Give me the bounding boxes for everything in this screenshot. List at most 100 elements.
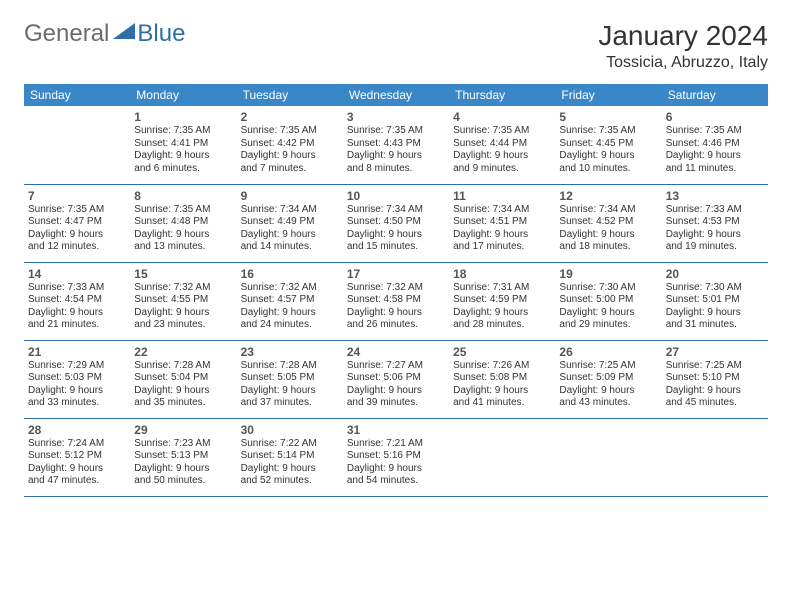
day-cell: 7Sunrise: 7:35 AMSunset: 4:47 PMDaylight… — [24, 184, 130, 262]
page-title: January 2024 — [598, 20, 768, 52]
day-number: 31 — [347, 421, 445, 438]
sunrise-line: Sunrise: 7:34 AM — [559, 204, 657, 217]
calendar-row: 14Sunrise: 7:33 AMSunset: 4:54 PMDayligh… — [24, 262, 768, 340]
day-number: 29 — [134, 421, 232, 438]
sunset-line: Sunset: 4:48 PM — [134, 216, 232, 229]
day-number: 7 — [28, 187, 126, 204]
sunrise-line: Sunrise: 7:30 AM — [666, 282, 764, 295]
sunset-line: Sunset: 4:45 PM — [559, 138, 657, 151]
day-cell: 20Sunrise: 7:30 AMSunset: 5:01 PMDayligh… — [662, 262, 768, 340]
sunset-line: Sunset: 5:13 PM — [134, 450, 232, 463]
empty-cell — [24, 106, 130, 184]
day-number: 16 — [241, 265, 339, 282]
day-cell: 1Sunrise: 7:35 AMSunset: 4:41 PMDaylight… — [130, 106, 236, 184]
sunset-line: Sunset: 5:10 PM — [666, 372, 764, 385]
calendar-head: SundayMondayTuesdayWednesdayThursdayFrid… — [24, 84, 768, 106]
daylight-line: and 41 minutes. — [453, 397, 551, 410]
daylight-line: Daylight: 9 hours — [28, 307, 126, 320]
day-header: Saturday — [662, 84, 768, 106]
day-number: 14 — [28, 265, 126, 282]
sunset-line: Sunset: 4:43 PM — [347, 138, 445, 151]
calendar-row: 7Sunrise: 7:35 AMSunset: 4:47 PMDaylight… — [24, 184, 768, 262]
daylight-line: and 31 minutes. — [666, 319, 764, 332]
day-cell: 11Sunrise: 7:34 AMSunset: 4:51 PMDayligh… — [449, 184, 555, 262]
daylight-line: Daylight: 9 hours — [453, 307, 551, 320]
day-cell: 17Sunrise: 7:32 AMSunset: 4:58 PMDayligh… — [343, 262, 449, 340]
daylight-line: and 8 minutes. — [347, 163, 445, 176]
sunrise-line: Sunrise: 7:32 AM — [134, 282, 232, 295]
daylight-line: Daylight: 9 hours — [347, 385, 445, 398]
daylight-line: Daylight: 9 hours — [134, 229, 232, 242]
daylight-line: and 45 minutes. — [666, 397, 764, 410]
daylight-line: and 17 minutes. — [453, 241, 551, 254]
daylight-line: Daylight: 9 hours — [28, 385, 126, 398]
sunset-line: Sunset: 4:52 PM — [559, 216, 657, 229]
daylight-line: and 39 minutes. — [347, 397, 445, 410]
sunset-line: Sunset: 4:46 PM — [666, 138, 764, 151]
calendar-row: 28Sunrise: 7:24 AMSunset: 5:12 PMDayligh… — [24, 418, 768, 496]
day-number: 19 — [559, 265, 657, 282]
sunrise-line: Sunrise: 7:21 AM — [347, 438, 445, 451]
sunrise-line: Sunrise: 7:35 AM — [134, 125, 232, 138]
daylight-line: and 12 minutes. — [28, 241, 126, 254]
sunset-line: Sunset: 5:01 PM — [666, 294, 764, 307]
day-cell: 18Sunrise: 7:31 AMSunset: 4:59 PMDayligh… — [449, 262, 555, 340]
sunrise-line: Sunrise: 7:27 AM — [347, 360, 445, 373]
daylight-line: Daylight: 9 hours — [453, 385, 551, 398]
daylight-line: and 21 minutes. — [28, 319, 126, 332]
sunset-line: Sunset: 4:41 PM — [134, 138, 232, 151]
day-header: Thursday — [449, 84, 555, 106]
day-cell: 10Sunrise: 7:34 AMSunset: 4:50 PMDayligh… — [343, 184, 449, 262]
day-number: 20 — [666, 265, 764, 282]
sunset-line: Sunset: 5:05 PM — [241, 372, 339, 385]
sunrise-line: Sunrise: 7:25 AM — [666, 360, 764, 373]
empty-cell — [449, 418, 555, 496]
sunset-line: Sunset: 4:51 PM — [453, 216, 551, 229]
daylight-line: and 13 minutes. — [134, 241, 232, 254]
day-cell: 16Sunrise: 7:32 AMSunset: 4:57 PMDayligh… — [237, 262, 343, 340]
sunrise-line: Sunrise: 7:35 AM — [347, 125, 445, 138]
daylight-line: Daylight: 9 hours — [347, 229, 445, 242]
daylight-line: Daylight: 9 hours — [666, 307, 764, 320]
day-number: 10 — [347, 187, 445, 204]
logo: General Blue — [24, 20, 185, 48]
day-cell: 5Sunrise: 7:35 AMSunset: 4:45 PMDaylight… — [555, 106, 661, 184]
calendar-row: 21Sunrise: 7:29 AMSunset: 5:03 PMDayligh… — [24, 340, 768, 418]
day-cell: 26Sunrise: 7:25 AMSunset: 5:09 PMDayligh… — [555, 340, 661, 418]
day-cell: 30Sunrise: 7:22 AMSunset: 5:14 PMDayligh… — [237, 418, 343, 496]
sunrise-line: Sunrise: 7:23 AM — [134, 438, 232, 451]
day-cell: 23Sunrise: 7:28 AMSunset: 5:05 PMDayligh… — [237, 340, 343, 418]
title-block: January 2024 Tossicia, Abruzzo, Italy — [598, 20, 768, 72]
location-subtitle: Tossicia, Abruzzo, Italy — [598, 54, 768, 72]
day-number: 12 — [559, 187, 657, 204]
sunrise-line: Sunrise: 7:34 AM — [241, 204, 339, 217]
sunset-line: Sunset: 4:50 PM — [347, 216, 445, 229]
sunrise-line: Sunrise: 7:35 AM — [453, 125, 551, 138]
daylight-line: and 11 minutes. — [666, 163, 764, 176]
sunset-line: Sunset: 4:49 PM — [241, 216, 339, 229]
day-number: 26 — [559, 343, 657, 360]
sunrise-line: Sunrise: 7:22 AM — [241, 438, 339, 451]
sunset-line: Sunset: 4:53 PM — [666, 216, 764, 229]
daylight-line: Daylight: 9 hours — [134, 150, 232, 163]
daylight-line: and 6 minutes. — [134, 163, 232, 176]
daylight-line: Daylight: 9 hours — [134, 385, 232, 398]
daylight-line: Daylight: 9 hours — [241, 150, 339, 163]
sunrise-line: Sunrise: 7:33 AM — [28, 282, 126, 295]
day-number: 28 — [28, 421, 126, 438]
sunrise-line: Sunrise: 7:26 AM — [453, 360, 551, 373]
sunrise-line: Sunrise: 7:28 AM — [134, 360, 232, 373]
sunrise-line: Sunrise: 7:35 AM — [28, 204, 126, 217]
sunset-line: Sunset: 4:54 PM — [28, 294, 126, 307]
daylight-line: Daylight: 9 hours — [28, 463, 126, 476]
daylight-line: Daylight: 9 hours — [559, 229, 657, 242]
day-cell: 3Sunrise: 7:35 AMSunset: 4:43 PMDaylight… — [343, 106, 449, 184]
daylight-line: and 43 minutes. — [559, 397, 657, 410]
logo-triangle-icon — [113, 23, 135, 46]
day-cell: 13Sunrise: 7:33 AMSunset: 4:53 PMDayligh… — [662, 184, 768, 262]
logo-text-general: General — [24, 20, 109, 48]
day-cell: 15Sunrise: 7:32 AMSunset: 4:55 PMDayligh… — [130, 262, 236, 340]
daylight-line: Daylight: 9 hours — [347, 463, 445, 476]
sunrise-line: Sunrise: 7:31 AM — [453, 282, 551, 295]
sunrise-line: Sunrise: 7:34 AM — [347, 204, 445, 217]
